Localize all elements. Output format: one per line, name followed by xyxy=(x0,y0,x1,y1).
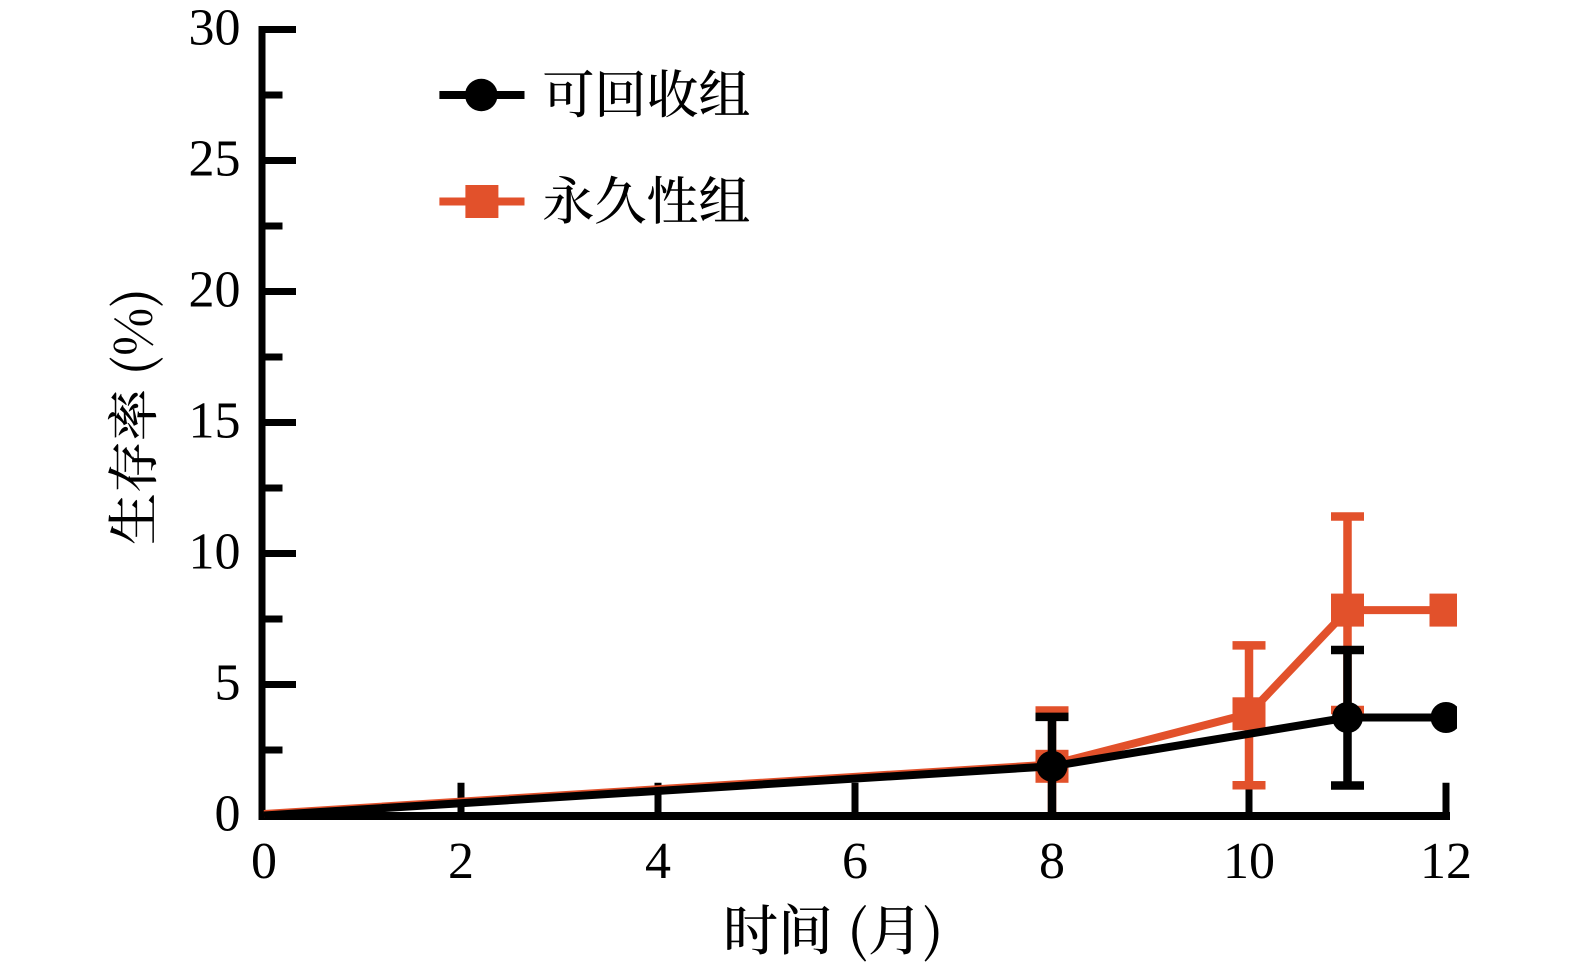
svg-text:15: 15 xyxy=(189,393,241,450)
svg-text:10: 10 xyxy=(189,524,241,581)
svg-text:12: 12 xyxy=(1420,833,1472,890)
svg-text:20: 20 xyxy=(189,262,241,319)
svg-text:6: 6 xyxy=(842,833,868,890)
svg-text:10: 10 xyxy=(1223,833,1275,890)
svg-text:5: 5 xyxy=(215,655,241,712)
svg-text:4: 4 xyxy=(645,833,671,890)
svg-text:8: 8 xyxy=(1039,833,1065,890)
svg-text:30: 30 xyxy=(189,0,241,57)
svg-text:25: 25 xyxy=(189,131,241,188)
svg-text:2: 2 xyxy=(448,833,474,890)
svg-text:0: 0 xyxy=(215,786,241,843)
svg-text:0: 0 xyxy=(251,833,277,890)
